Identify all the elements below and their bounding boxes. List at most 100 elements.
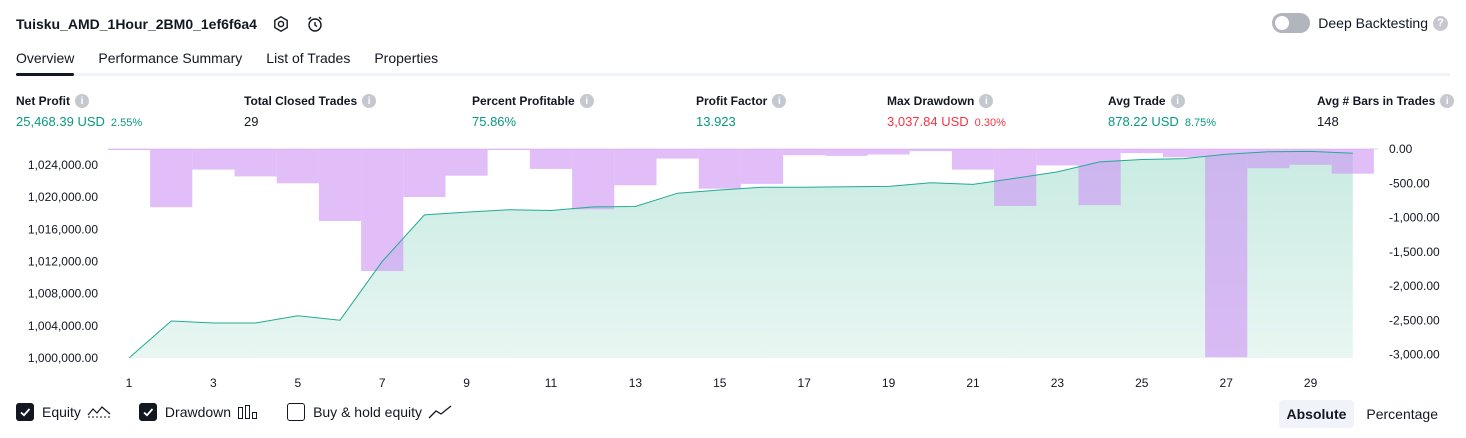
absolute-button[interactable]: Absolute [1278, 400, 1355, 428]
equity-point[interactable] [338, 318, 343, 323]
drawdown-bar[interactable] [656, 149, 699, 159]
equity-point[interactable] [549, 208, 554, 213]
equity-point[interactable] [1266, 149, 1271, 154]
drawdown-bar[interactable] [1162, 149, 1206, 158]
metric-avg-bars-in-trades: Avg # Bars in Trades i 148 [1317, 94, 1455, 129]
drawdown-axis-tick: -1,000.00 [1389, 211, 1440, 225]
drawdown-bar[interactable] [1289, 149, 1332, 165]
drawdown-bar[interactable] [783, 149, 826, 156]
equity-point[interactable] [760, 185, 765, 190]
equity-point[interactable] [211, 321, 216, 326]
settings-gear-icon[interactable] [271, 14, 291, 34]
drawdown-bar[interactable] [1120, 149, 1163, 154]
strategy-title: Tuisku_AMD_1Hour_2BM0_1ef6f6a4 [16, 16, 257, 32]
equity-point[interactable] [127, 356, 132, 361]
equity-point[interactable] [295, 313, 300, 318]
legend-drawdown[interactable]: Drawdown [138, 403, 259, 421]
drawdown-checkbox[interactable] [138, 403, 157, 421]
drawdown-bar[interactable] [1078, 149, 1121, 206]
info-icon[interactable]: i [979, 94, 994, 108]
equity-point[interactable] [1182, 156, 1187, 161]
equity-point[interactable] [802, 185, 807, 190]
metric-profit-factor: Profit Factor i 13.923 [696, 94, 787, 129]
equity-point[interactable] [464, 210, 469, 215]
equity-point[interactable] [422, 212, 427, 217]
equity-axis-tick: 1,004,000.00 [28, 319, 98, 333]
drawdown-bar[interactable] [1247, 149, 1290, 169]
drawdown-bar[interactable] [825, 149, 868, 156]
drawdown-bar[interactable] [403, 149, 446, 197]
equity-point[interactable] [591, 204, 596, 209]
drawdown-bar[interactable] [909, 149, 952, 152]
equity-axis-tick: 1,012,000.00 [28, 255, 98, 269]
drawdown-bar[interactable] [318, 149, 362, 221]
drawdown-bar[interactable] [698, 149, 741, 189]
equity-point[interactable] [717, 188, 722, 193]
metric-total-closed-trades: Total Closed Trades i 29 [244, 94, 377, 129]
equity-point[interactable] [1055, 169, 1060, 174]
drawdown-bar[interactable] [445, 149, 488, 176]
drawdown-bar[interactable] [572, 149, 615, 210]
equity-point[interactable] [633, 204, 638, 209]
drawdown-bar[interactable] [951, 149, 995, 170]
drawdown-bar[interactable] [529, 149, 573, 169]
drawdown-bar[interactable] [192, 149, 235, 170]
legend-equity-label: Equity [42, 404, 81, 420]
x-axis-tick: 7 [379, 376, 386, 390]
metric-net-profit: Net Profit i 25,468.39 USD 2.55% [16, 94, 142, 129]
drawdown-bar[interactable] [150, 149, 193, 208]
equity-point[interactable] [675, 191, 680, 196]
info-icon[interactable]: i [1440, 94, 1455, 108]
drawdown-bar[interactable] [487, 149, 530, 150]
equity-point[interactable] [1013, 176, 1018, 181]
drawdown-bar[interactable] [107, 149, 151, 150]
equity-point[interactable] [1139, 157, 1144, 162]
equity-point[interactable] [886, 184, 891, 189]
metric-value: 878.22 USD [1108, 114, 1179, 129]
metric-label: Avg # Bars in Trades [1317, 94, 1436, 108]
tab-overview[interactable]: Overview [16, 46, 75, 76]
legend-buy-hold-equity[interactable]: Buy & hold equity [287, 403, 452, 421]
equity-point[interactable] [928, 180, 933, 185]
drawdown-bar[interactable] [1205, 149, 1248, 358]
drawdown-bar[interactable] [740, 149, 784, 184]
tab-performance-summary[interactable]: Performance Summary [98, 50, 243, 66]
equity-checkbox[interactable] [16, 403, 34, 421]
drawdown-bar[interactable] [1036, 149, 1079, 166]
legend-equity[interactable]: Equity [16, 403, 111, 421]
equity-point[interactable] [506, 207, 511, 212]
equity-point[interactable] [380, 259, 385, 264]
equity-point[interactable] [1308, 149, 1313, 154]
drawdown-axis-tick: -2,000.00 [1389, 279, 1440, 293]
equity-point[interactable] [1097, 159, 1102, 164]
drawdown-bar[interactable] [276, 149, 319, 184]
help-icon[interactable]: ? [1433, 15, 1448, 31]
info-icon[interactable]: i [362, 94, 377, 108]
drawdown-bar[interactable] [994, 149, 1037, 206]
buy-hold-checkbox[interactable] [287, 403, 306, 421]
equity-point[interactable] [971, 182, 976, 187]
drawdown-bar[interactable] [867, 149, 910, 155]
percentage-button[interactable]: Percentage [1366, 406, 1438, 422]
x-axis-tick: 11 [545, 376, 558, 390]
equity-point[interactable] [1224, 152, 1229, 157]
info-icon[interactable]: i [1170, 94, 1185, 108]
equity-point[interactable] [169, 319, 174, 324]
info-icon[interactable]: i [75, 94, 89, 108]
equity-drawdown-chart[interactable]: 1,000,000.00 1,004,000.00 1,008,000.00 1,01… [0, 140, 1466, 400]
info-icon[interactable]: i [579, 94, 594, 108]
deep-backtesting-toggle[interactable] [1272, 13, 1311, 33]
tab-properties[interactable]: Properties [374, 50, 439, 66]
info-icon[interactable]: i [772, 94, 787, 108]
drawdown-axis-tick: 0.00 [1389, 142, 1413, 156]
tab-list-of-trades[interactable]: List of Trades [266, 50, 351, 66]
equity-point[interactable] [253, 321, 258, 326]
drawdown-bar[interactable] [234, 149, 277, 177]
drawdown-bar[interactable] [614, 149, 657, 186]
drawdown-bar[interactable] [361, 149, 404, 271]
strategy-header: Tuisku_AMD_1Hour_2BM0_1ef6f6a4 [16, 12, 325, 36]
equity-point[interactable] [844, 184, 849, 189]
equity-point[interactable] [1350, 151, 1355, 156]
toggle-knob [1275, 16, 1290, 30]
alarm-clock-icon[interactable] [305, 14, 325, 34]
